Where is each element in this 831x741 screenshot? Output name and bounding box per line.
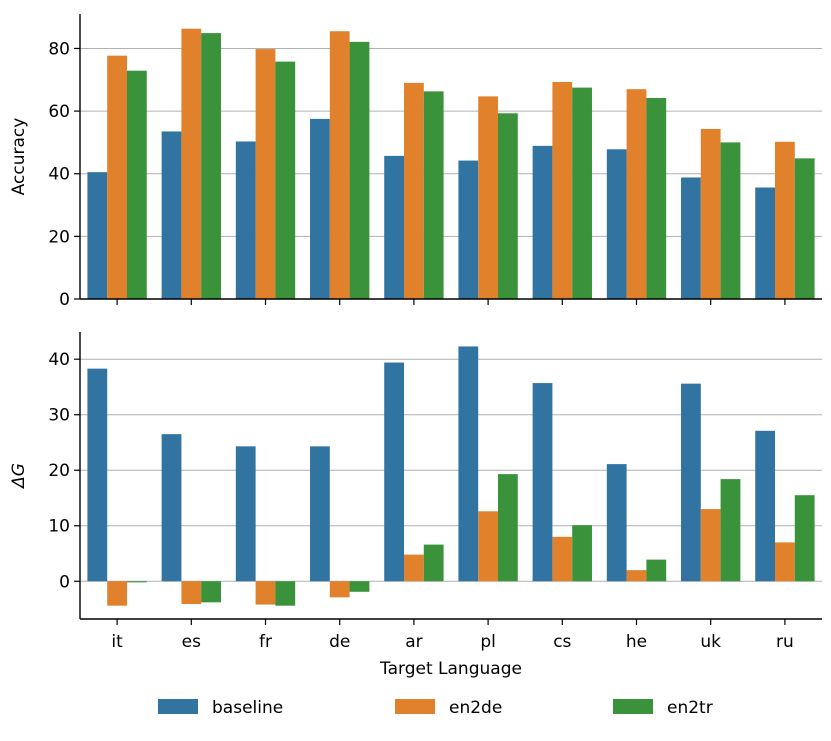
- bar-en2de-es: [181, 581, 202, 605]
- bar-baseline-it: [87, 368, 108, 582]
- x-tick-label: it: [111, 632, 123, 652]
- x-tick-label: he: [626, 632, 647, 652]
- y-tick-label: 30: [48, 406, 70, 426]
- bar-en2de-uk: [700, 128, 721, 299]
- x-tick-label: uk: [700, 632, 721, 652]
- bar-baseline-pl: [458, 346, 479, 582]
- bar-baseline-uk: [681, 383, 701, 582]
- bar-en2tr-es: [201, 581, 221, 603]
- legend-label-baseline: baseline: [212, 698, 283, 718]
- bar-en2de-he: [626, 570, 647, 582]
- bar-baseline-he: [606, 464, 627, 582]
- bar-en2de-cs: [552, 536, 573, 582]
- bar-en2de-ru: [775, 141, 795, 299]
- y-tick-label: 0: [59, 290, 70, 310]
- bar-en2de-pl: [478, 96, 498, 299]
- y-tick-label: 0: [59, 572, 70, 592]
- bar-en2de-es: [181, 28, 202, 299]
- bar-baseline-fr: [235, 141, 256, 299]
- bar-en2tr-it: [126, 70, 147, 299]
- bar-en2de-it: [107, 55, 127, 300]
- bar-baseline-cs: [532, 145, 553, 299]
- bar-baseline-de: [310, 446, 330, 582]
- bar-en2tr-fr: [275, 61, 296, 299]
- bar-baseline-uk: [681, 177, 701, 299]
- bar-en2tr-ar: [423, 91, 444, 299]
- bar-en2tr-cs: [572, 525, 592, 582]
- x-tick-label: ru: [776, 632, 794, 652]
- bar-en2de-ar: [404, 82, 424, 300]
- bar-baseline-ar: [384, 155, 405, 299]
- legend-swatch-baseline: [158, 699, 198, 714]
- bar-en2de-de: [329, 31, 350, 299]
- x-tick-label: es: [182, 632, 201, 652]
- bar-en2tr-fr: [275, 581, 296, 606]
- bar-baseline-he: [606, 149, 627, 299]
- bar-en2de-ru: [775, 542, 795, 582]
- bar-en2tr-ru: [794, 158, 815, 299]
- bar-baseline-es: [161, 131, 182, 299]
- x-tick-label: de: [329, 632, 350, 652]
- bar-baseline-fr: [235, 446, 256, 582]
- bar-baseline-ru: [755, 187, 776, 299]
- bar-en2tr-cs: [572, 87, 592, 299]
- bar-en2tr-pl: [497, 113, 518, 300]
- bar-en2de-fr: [255, 49, 276, 300]
- bar-en2tr-es: [201, 33, 221, 299]
- y-tick-label: 20: [48, 227, 70, 247]
- legend-label-en2tr: en2tr: [667, 698, 713, 718]
- bar-en2de-ar: [404, 554, 424, 582]
- bar-en2de-pl: [478, 511, 498, 582]
- bar-en2tr-pl: [497, 474, 518, 582]
- x-axis-label: Target Language: [379, 659, 522, 679]
- bar-baseline-de: [310, 118, 330, 300]
- y-tick-label: 40: [48, 165, 70, 185]
- bar-en2tr-ru: [794, 495, 815, 582]
- bar-baseline-es: [161, 434, 182, 582]
- bar-en2tr-de: [349, 581, 370, 592]
- delta-g-panel: 0 10 20 30 40 it es fr de ar pl cs he uk ru ΔG Target La…: [9, 332, 822, 679]
- bar-en2tr-he: [646, 97, 667, 299]
- bar-en2tr-he: [646, 559, 667, 582]
- bar-baseline-pl: [458, 160, 479, 299]
- bar-baseline-cs: [532, 383, 553, 582]
- bar-en2tr-it: [126, 581, 147, 583]
- x-tick-label: cs: [553, 632, 571, 652]
- legend: baseline en2de en2tr: [158, 698, 713, 718]
- bar-baseline-ar: [384, 362, 405, 582]
- y-tick-label: 20: [48, 461, 70, 481]
- y-tick-label: 10: [48, 517, 70, 537]
- legend-swatch-en2de: [395, 699, 435, 714]
- y-axis-label: ΔG: [9, 463, 29, 490]
- bar-en2de-de: [329, 581, 350, 598]
- y-tick-label: 80: [48, 39, 70, 59]
- x-tick-label: fr: [259, 632, 272, 652]
- x-tick-label: pl: [480, 632, 496, 652]
- y-axis-label: Accuracy: [9, 118, 29, 196]
- bar-en2de-uk: [700, 509, 721, 582]
- bar-en2de-cs: [552, 81, 573, 299]
- bar-en2tr-de: [349, 41, 370, 299]
- bar-en2tr-uk: [720, 479, 741, 582]
- bar-baseline-it: [87, 172, 108, 299]
- bar-en2de-fr: [255, 581, 276, 605]
- legend-label-en2de: en2de: [449, 698, 502, 718]
- x-tick-label: ar: [405, 632, 422, 652]
- y-tick-label: 40: [48, 350, 70, 370]
- bar-en2tr-ar: [423, 544, 444, 582]
- bar-en2de-he: [626, 89, 647, 300]
- legend-swatch-en2tr: [613, 699, 653, 714]
- accuracy-panel: 0 20 40 60 80 Accuracy: [9, 14, 822, 310]
- bar-en2de-it: [107, 581, 127, 606]
- bar-en2tr-uk: [720, 142, 741, 299]
- bar-baseline-ru: [755, 430, 776, 582]
- y-tick-label: 60: [48, 102, 70, 122]
